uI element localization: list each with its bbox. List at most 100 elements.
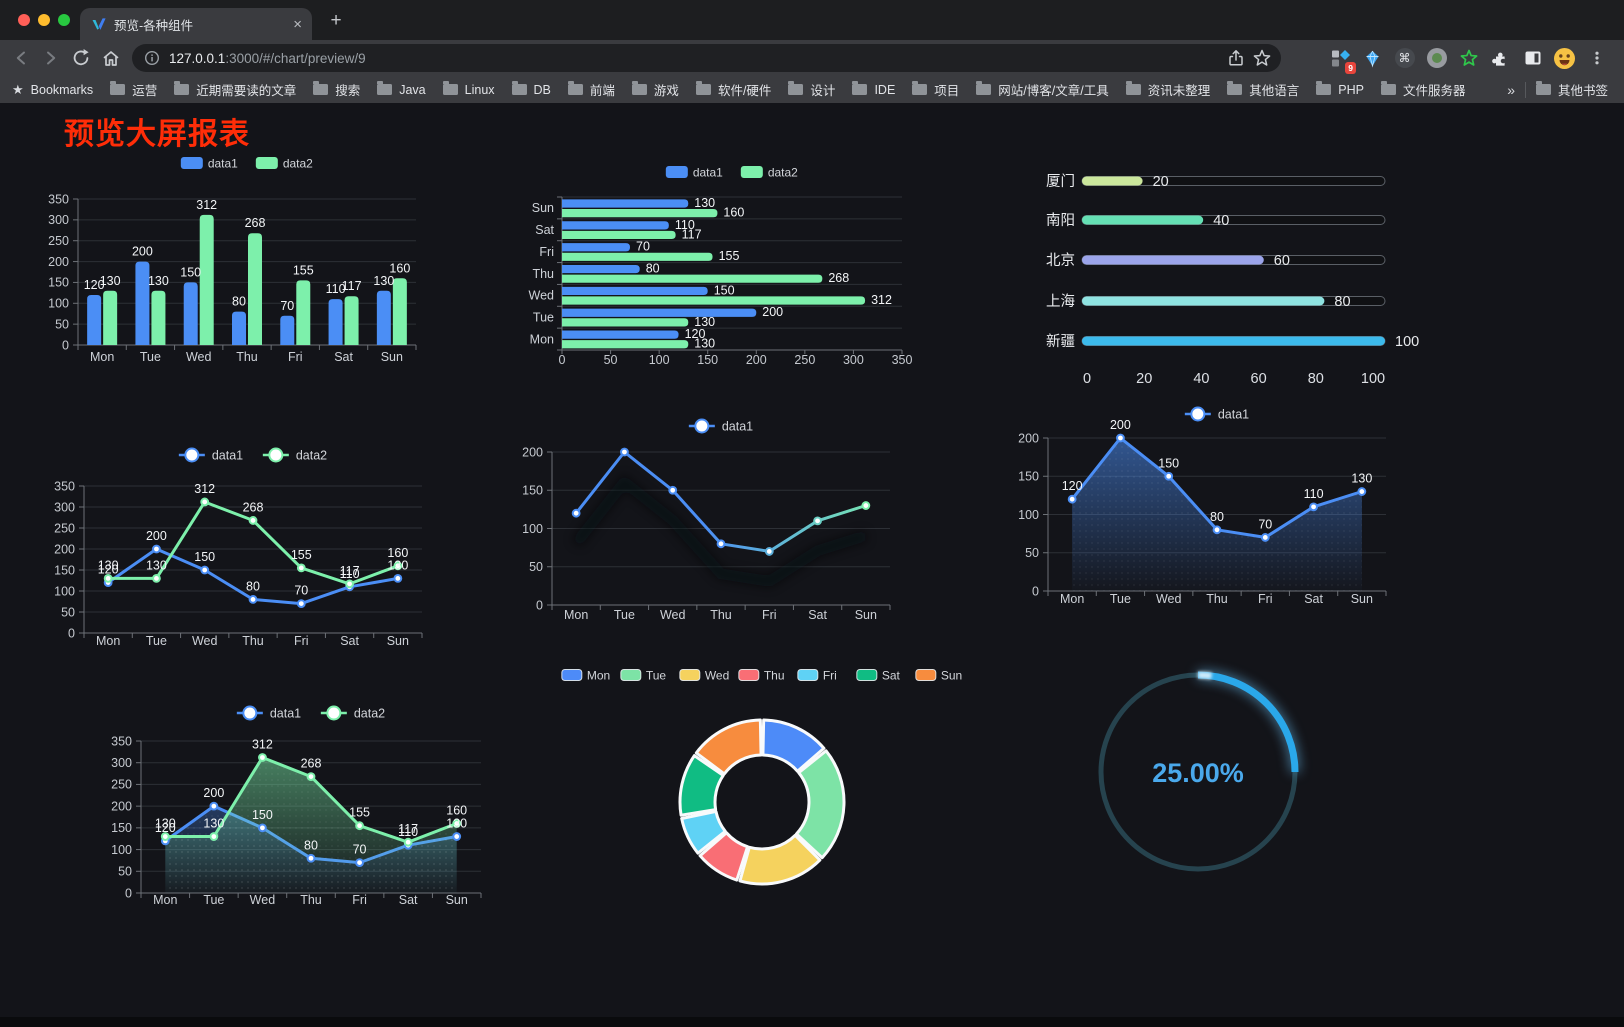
site-info-icon[interactable]: [144, 50, 160, 66]
svg-text:300: 300: [54, 500, 75, 514]
svg-text:150: 150: [194, 550, 215, 564]
url-host: 127.0.0.1: [169, 50, 226, 66]
record-icon[interactable]: [1423, 45, 1450, 72]
new-tab-button[interactable]: +: [330, 10, 342, 31]
svg-text:Wed: Wed: [250, 893, 276, 907]
bookmark-item-19[interactable]: 其他书签: [1535, 80, 1608, 99]
extension-grid-icon[interactable]: 9: [1327, 45, 1356, 74]
bookmark-item-11[interactable]: IDE: [852, 81, 896, 97]
reload-button[interactable]: [66, 43, 96, 73]
browser-tab[interactable]: 预览-各种组件 ×: [80, 8, 312, 40]
bookmarks-star-icon: ★: [12, 81, 24, 97]
svg-text:250: 250: [48, 234, 69, 248]
svg-text:70: 70: [1258, 517, 1272, 531]
svg-text:0: 0: [125, 886, 132, 900]
home-button[interactable]: [96, 43, 126, 73]
address-bar[interactable]: 127.0.0.1:3000/#/chart/preview/9: [132, 44, 1281, 72]
bookmarks-overflow-chevron[interactable]: »: [1507, 82, 1515, 98]
bookmark-item-12[interactable]: 项目: [912, 80, 959, 99]
svg-text:0: 0: [68, 626, 75, 640]
legend[interactable]: data1: [688, 418, 753, 434]
bookmark-label: 网站/博客/文章/工具: [998, 84, 1109, 98]
svg-text:Mon: Mon: [90, 350, 114, 364]
svg-text:130: 130: [694, 196, 715, 210]
data-points: [160, 753, 462, 868]
svg-text:25.00%: 25.00%: [1152, 758, 1244, 788]
bookmark-item-4[interactable]: Java: [377, 81, 426, 97]
svg-text:350: 350: [892, 353, 913, 367]
puzzle-icon[interactable]: [1487, 45, 1514, 72]
bookmark-item-9[interactable]: 软件/硬件: [695, 80, 771, 99]
legend[interactable]: Mon Tue Wed Thu Fri Sat Sun: [561, 668, 962, 682]
svg-text:50: 50: [604, 353, 618, 367]
legend[interactable]: data1 data2: [236, 705, 385, 721]
bookmark-item-5[interactable]: Linux: [442, 81, 495, 97]
legend[interactable]: data1 data2: [665, 165, 798, 179]
bookmark-item-2[interactable]: 近期需要读的文章: [174, 80, 296, 99]
gem-icon[interactable]: [1359, 45, 1386, 72]
folder-icon: [1316, 81, 1332, 95]
bookmark-label: Java: [399, 82, 426, 97]
window-minimize-button[interactable]: [38, 14, 50, 26]
folder-icon: [110, 81, 126, 95]
window-close-button[interactable]: [18, 14, 30, 26]
bookmark-item-1[interactable]: 运营: [110, 80, 157, 99]
bookmark-label: 资讯未整理: [1147, 84, 1211, 98]
svg-text:150: 150: [1158, 456, 1179, 470]
svg-text:100: 100: [1395, 334, 1419, 350]
window-zoom-button[interactable]: [58, 14, 70, 26]
share-icon[interactable]: [1223, 45, 1249, 71]
svg-text:Wed: Wed: [529, 289, 555, 303]
bookmark-item-17[interactable]: 文件服务器: [1380, 80, 1465, 99]
folder-icon: [695, 81, 711, 95]
back-button[interactable]: [6, 43, 36, 73]
svg-text:50: 50: [1025, 546, 1039, 560]
bookmark-label: Linux: [464, 82, 495, 97]
legend[interactable]: data1 data2: [180, 156, 313, 170]
bookmark-item-3[interactable]: 搜索: [313, 80, 360, 99]
folder-icon: [788, 81, 804, 95]
svg-text:155: 155: [349, 806, 370, 820]
folder-icon: [377, 81, 393, 95]
green-star-icon[interactable]: [1455, 45, 1482, 72]
bookmark-label: 设计: [810, 84, 836, 98]
svg-text:300: 300: [48, 213, 69, 227]
svg-text:0: 0: [1032, 584, 1039, 598]
bookmark-label: IDE: [874, 82, 896, 97]
bookmark-item-13[interactable]: 网站/博客/文章/工具: [976, 80, 1109, 99]
bookmark-item-16[interactable]: PHP: [1316, 81, 1364, 97]
bookmark-item-10[interactable]: 设计: [788, 80, 835, 99]
svg-text:Mon: Mon: [564, 608, 588, 622]
url-text: 127.0.0.1:3000/#/chart/preview/9: [169, 51, 1223, 66]
bookmark-item-7[interactable]: 前端: [567, 80, 615, 99]
tab-strip: 预览-各种组件 × +: [0, 0, 1624, 40]
donut-slices[interactable]: [678, 718, 846, 886]
svg-text:80: 80: [304, 838, 318, 852]
svg-text:70: 70: [636, 240, 650, 254]
legend[interactable]: data1 data2: [178, 447, 327, 463]
bookmark-label: PHP: [1338, 82, 1364, 97]
svg-text:100: 100: [54, 584, 75, 598]
sidebar-icon[interactable]: [1519, 45, 1546, 72]
svg-text:117: 117: [682, 227, 702, 241]
bookmark-item-8[interactable]: 游戏: [631, 80, 679, 99]
svg-text:Fri: Fri: [1258, 592, 1273, 606]
tab-close-icon[interactable]: ×: [293, 15, 302, 33]
bookmark-label: 其他书签: [1557, 84, 1608, 98]
legend[interactable]: data1: [1184, 406, 1249, 422]
bookmark-item-14[interactable]: 资讯未整理: [1125, 80, 1211, 99]
svg-text:Thu: Thu: [764, 668, 785, 682]
svg-text:0: 0: [1083, 371, 1091, 387]
bookmark-item-6[interactable]: DB: [511, 81, 551, 97]
forward-button[interactable]: [36, 43, 66, 73]
data-labels: 120 200 150 80 70 110 130 130 130 312 268 155 117 160: [84, 198, 411, 313]
svg-text:Wed: Wed: [1156, 592, 1182, 606]
bookmark-item-15[interactable]: 其他语言: [1227, 80, 1299, 99]
profile-avatar[interactable]: [1551, 45, 1578, 72]
svg-text:60: 60: [1251, 371, 1267, 387]
menu-icon[interactable]: [1583, 45, 1610, 72]
command-icon[interactable]: ⌘: [1391, 45, 1418, 72]
bookmark-star-icon[interactable]: [1249, 45, 1275, 71]
bookmark-item-0[interactable]: ★ Bookmarks: [12, 82, 93, 98]
